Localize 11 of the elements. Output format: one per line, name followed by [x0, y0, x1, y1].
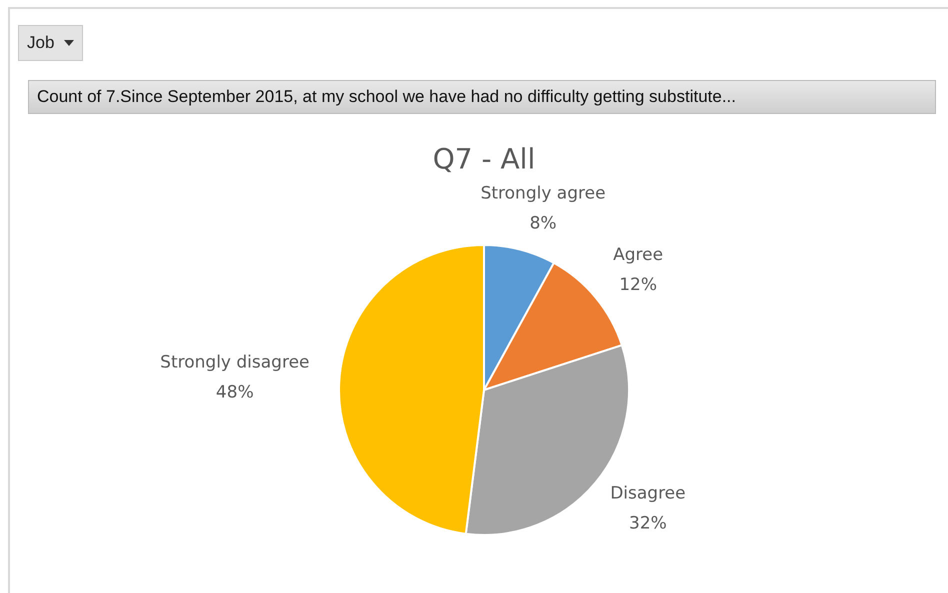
slice-label: Strongly disagree — [160, 352, 310, 373]
slice-label: Disagree — [610, 484, 686, 504]
text: Job — [27, 33, 54, 53]
data-label: 12% — [619, 275, 657, 296]
data-label: 8% — [530, 213, 557, 234]
slice-label: Agree — [613, 245, 664, 266]
data-label: 32% — [628, 514, 667, 534]
slice-label: Strongly agree — [480, 183, 606, 204]
data-label: 48% — [216, 382, 254, 403]
chart-title: Q7 - All — [432, 142, 536, 176]
text: Count of 7.Since September 2015, at my school we have had no difficulty getting substitute... — [28, 80, 936, 114]
